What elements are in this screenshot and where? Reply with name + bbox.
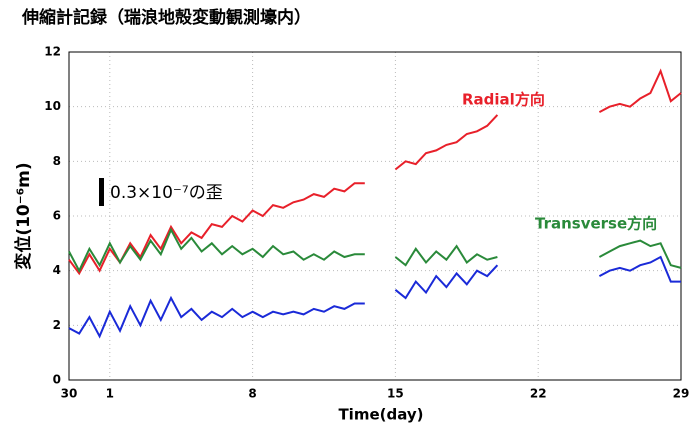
x-axis-label: Time(day) [338,406,423,424]
x-tick-label: 1 [106,387,114,401]
plot-frame [68,51,682,381]
x-tick-label: 15 [387,387,404,401]
y-tick-label: 8 [53,154,61,168]
chart-title: 伸縮計記録（瑞浪地殻変動観測壕内） [21,7,311,28]
annotation: 0.3×10⁻⁷の歪 [110,183,223,203]
x-tick-label: 22 [530,387,547,401]
y-tick-label: 6 [53,209,61,223]
x-tick-label: 30 [61,387,78,401]
line-series [68,255,681,339]
y-tick-label: 2 [53,318,61,332]
y-tick-label: 10 [44,99,61,113]
x-tick-label: 8 [248,387,256,401]
line-series [68,227,682,273]
y-tick-label: 4 [53,263,61,277]
y-axis-label: 変位(10⁻⁶m) [13,162,34,269]
y-tick-label: 12 [44,45,61,59]
x-tick-label: 29 [673,387,690,401]
series-label: Transverse方向 [535,215,657,233]
y-tick-label: 0 [53,373,61,387]
scale-bar [99,178,104,206]
series-label: Radial方向 [462,91,545,109]
line-series [68,68,682,276]
